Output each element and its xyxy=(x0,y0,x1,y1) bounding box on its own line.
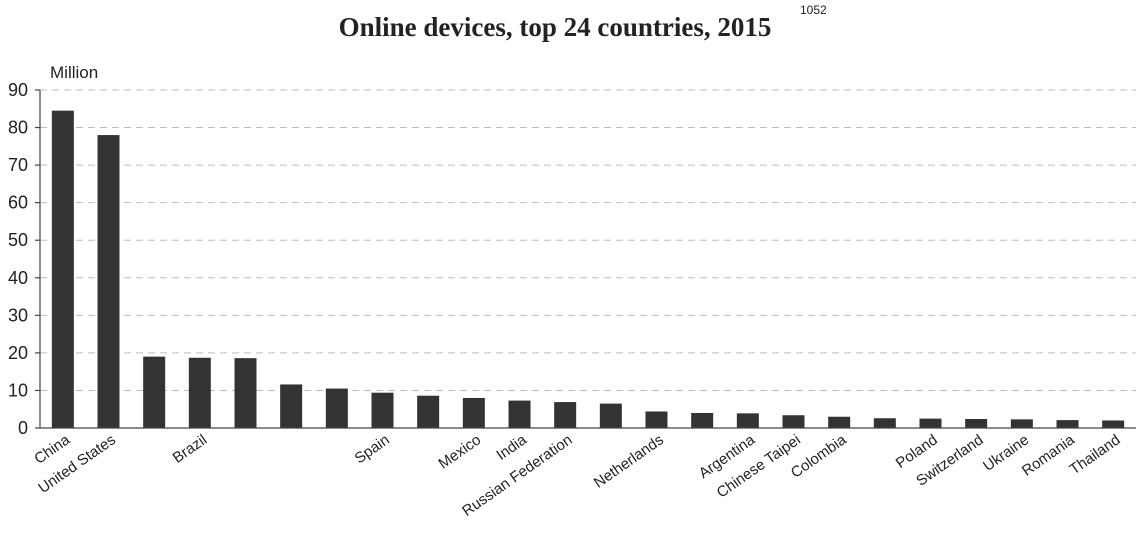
bar-unlabeled-6 xyxy=(325,388,348,428)
title-reference-superscript: 1052 xyxy=(800,3,827,17)
y-tick-label-50: 50 xyxy=(8,230,28,250)
x-tick-label-spain: Spain xyxy=(352,431,393,467)
x-tick-label-mexico: Mexico xyxy=(435,431,484,472)
bar-argentina xyxy=(736,413,759,428)
bar-colombia xyxy=(828,416,851,428)
chart-title: Online devices, top 24 countries, 2015 xyxy=(339,12,772,42)
bar-brazil xyxy=(188,357,211,428)
bar-unlabeled-5 xyxy=(280,384,303,428)
bar-switzerland xyxy=(965,418,988,428)
x-tick-label-netherlands: Netherlands xyxy=(591,431,667,491)
y-tick-label-80: 80 xyxy=(8,118,28,138)
bar-romania xyxy=(1056,420,1079,428)
y-tick-label-90: 90 xyxy=(8,80,28,100)
x-tick-label-thailand: Thailand xyxy=(1067,431,1124,478)
y-tick-label-20: 20 xyxy=(8,343,28,363)
y-tick-label-70: 70 xyxy=(8,155,28,175)
bar-thailand xyxy=(1102,420,1125,428)
bar-chinese-taipei xyxy=(782,415,805,428)
bar-unlabeled-4 xyxy=(234,358,257,428)
y-axis-ticks: 0 10 20 30 40 50 60 70 80 90 xyxy=(8,80,40,438)
bar-united-states xyxy=(97,135,120,429)
y-tick-label-10: 10 xyxy=(8,380,28,400)
bar-unlabeled-8 xyxy=(417,395,440,428)
y-tick-label-40: 40 xyxy=(8,268,28,288)
bar-unlabeled-2 xyxy=(143,356,166,428)
y-tick-label-0: 0 xyxy=(18,418,28,438)
bar-mexico xyxy=(462,397,485,428)
bar-poland xyxy=(919,418,942,428)
gridlines xyxy=(40,89,1136,391)
y-tick-label-30: 30 xyxy=(8,305,28,325)
y-axis-label: Million xyxy=(50,63,98,82)
bar-unlabeled-18 xyxy=(873,418,896,428)
bar-ukraine xyxy=(1010,419,1033,428)
bar-unlabeled-14 xyxy=(691,412,714,428)
x-tick-label-brazil: Brazil xyxy=(170,431,210,466)
bar-unlabeled-12 xyxy=(599,403,622,428)
bars xyxy=(51,110,1125,429)
x-tick-label-romania: Romania xyxy=(1019,431,1078,480)
bar-russian-federation xyxy=(554,402,577,428)
bar-india xyxy=(508,400,531,428)
y-tick-label-60: 60 xyxy=(8,193,28,213)
bar-china xyxy=(51,110,74,429)
bar-netherlands xyxy=(645,411,668,428)
bar-spain xyxy=(371,392,394,428)
